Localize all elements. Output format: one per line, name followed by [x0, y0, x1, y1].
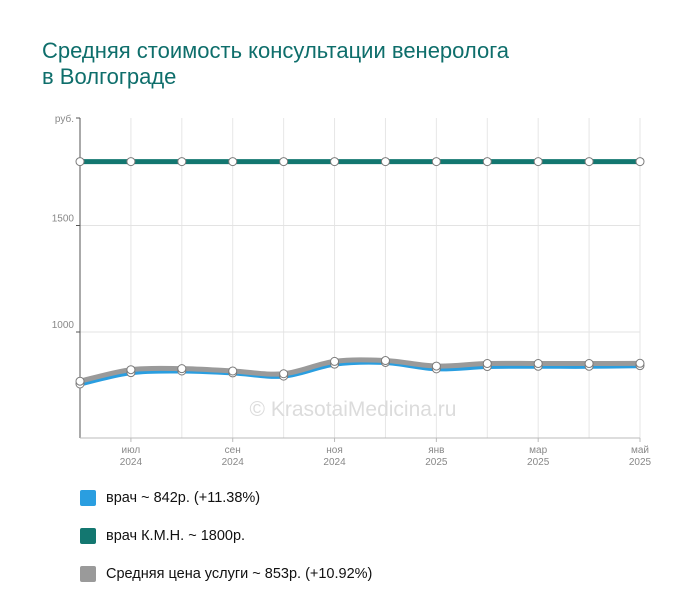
x-tick-label-month: янв: [428, 445, 444, 456]
x-tick-label-year: 2024: [323, 457, 346, 468]
watermark-text: © KrasotaiMedicina.ru: [250, 398, 457, 421]
data-point-average: [228, 366, 238, 376]
data-point-average: [126, 365, 136, 375]
y-axis-label: руб.: [55, 113, 74, 125]
legend-item-vrach[interactable]: врач ~ 842р. (+11.38%): [80, 488, 372, 508]
x-tick-label-year: 2025: [527, 457, 550, 468]
legend-label-vrach-kmn: врач К.М.Н. ~ 1800р.: [106, 528, 246, 544]
x-tick-label-month: мар: [529, 445, 547, 456]
data-point-vrach-kmn: [635, 157, 645, 167]
chart-legend: врач ~ 842р. (+11.38%) врач К.М.Н. ~ 180…: [80, 488, 372, 602]
data-point-average: [380, 356, 390, 366]
data-point-average: [584, 359, 594, 369]
legend-swatch-average: [80, 566, 96, 582]
data-point-vrach-kmn: [533, 157, 543, 167]
data-point-average: [177, 364, 187, 374]
data-point-average: [635, 358, 645, 368]
chart-title-line-2: в Волгограде: [42, 64, 177, 89]
data-point-vrach-kmn: [126, 157, 136, 167]
data-point-average: [533, 359, 543, 369]
data-point-vrach-kmn: [177, 157, 187, 167]
legend-label-average: Средняя цена услуги ~ 853р. (+10.92%): [106, 566, 373, 582]
data-point-vrach-kmn: [228, 157, 238, 167]
y-tick-label: 1500: [52, 214, 75, 225]
data-point-average: [431, 361, 441, 371]
data-point-average: [330, 356, 340, 366]
data-point-average: [75, 376, 85, 386]
data-point-vrach-kmn: [482, 157, 492, 167]
legend-item-average[interactable]: Средняя цена услуги ~ 853р. (+10.92%): [80, 564, 372, 584]
y-tick-label: 1000: [52, 320, 75, 331]
x-tick-label-month: сен: [225, 445, 241, 456]
legend-label-vrach: врач ~ 842р. (+11.38%): [106, 490, 261, 506]
data-point-vrach-kmn: [330, 157, 340, 167]
data-point-average: [482, 359, 492, 369]
data-point-vrach-kmn: [75, 157, 85, 167]
data-point-vrach-kmn: [431, 157, 441, 167]
chart-title-line-1: Средняя стоимость консультации венеролог…: [42, 38, 510, 63]
data-point-vrach-kmn: [279, 157, 289, 167]
x-tick-label-year: 2024: [222, 457, 245, 468]
data-point-vrach-kmn: [380, 157, 390, 167]
chart-title: Средняя стоимость консультации венеролог…: [42, 38, 662, 90]
data-point-average: [279, 369, 289, 379]
x-tick-label-month: ноя: [326, 445, 343, 456]
x-tick-label-year: 2025: [425, 457, 448, 468]
x-tick-label-month: июл: [122, 445, 141, 456]
data-point-vrach-kmn: [584, 157, 594, 167]
x-tick-label-year: 2024: [120, 457, 143, 468]
x-tick-label-year: 2025: [629, 457, 652, 468]
legend-swatch-vrach-kmn: [80, 528, 96, 544]
legend-swatch-vrach: [80, 490, 96, 506]
line-chart: руб.10001500июл2024сен2024ноя2024янв2025…: [52, 113, 652, 468]
legend-item-vrach-kmn[interactable]: врач К.М.Н. ~ 1800р.: [80, 526, 372, 546]
x-tick-label-month: май: [631, 445, 649, 456]
